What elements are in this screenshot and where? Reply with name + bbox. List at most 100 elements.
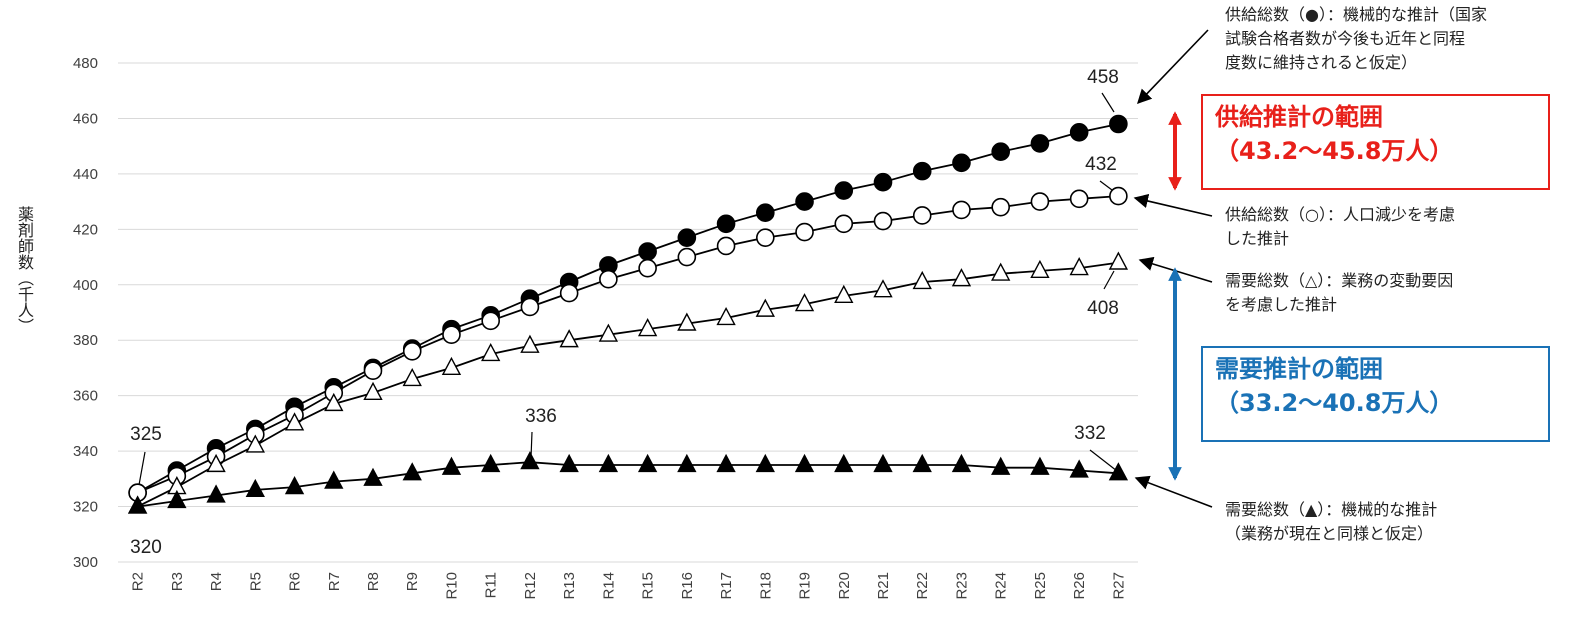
x-tick-label: R10 xyxy=(443,572,460,600)
y-tick-label: 460 xyxy=(73,110,98,127)
series-line xyxy=(137,195,1119,494)
data-point xyxy=(794,293,815,312)
y-tick-label: 380 xyxy=(73,332,98,349)
data-point xyxy=(873,453,893,473)
data-point xyxy=(481,342,501,362)
data-point xyxy=(363,381,383,400)
data-point xyxy=(441,356,462,376)
x-tick-label: R3 xyxy=(169,572,186,591)
data-point xyxy=(245,478,265,498)
data-point xyxy=(716,214,736,234)
data-point xyxy=(402,367,422,387)
data-point xyxy=(991,142,1010,162)
data-point xyxy=(402,342,422,361)
data-point xyxy=(599,269,618,289)
data-point xyxy=(873,279,893,298)
demand-open-note-line: を考慮した推計 xyxy=(1225,295,1338,314)
x-tick-label: R11 xyxy=(483,572,500,598)
data-label: 332 xyxy=(1074,423,1106,444)
series-layer xyxy=(127,114,1129,514)
x-tick-label: R15 xyxy=(640,572,657,600)
demand-open-note: 需要総数（△）：業務の変動要因 を考慮した推計 xyxy=(1225,269,1453,317)
data-point xyxy=(1069,459,1089,478)
data-point xyxy=(637,453,658,473)
y-tick-label: 300 xyxy=(73,554,98,571)
data-point xyxy=(284,476,305,495)
supply-range-box: 供給推計の範囲 （43.2～45.8万人） xyxy=(1201,94,1550,190)
series-line xyxy=(137,461,1119,508)
series-line xyxy=(137,261,1119,508)
data-point xyxy=(1108,251,1129,270)
x-tick-label: R13 xyxy=(561,572,578,600)
data-point xyxy=(952,200,971,220)
demand-filled-note: 需要総数（▲）：機械的な推計 （業務が現在と同様と仮定） xyxy=(1225,498,1437,546)
data-label: 432 xyxy=(1085,154,1117,175)
data-point xyxy=(363,361,383,381)
data-point xyxy=(716,453,736,473)
supply-filled-note: 供給総数（●）：機械的な推計（国家 試験合格者数が今後も近年と同程 度数に維持さ… xyxy=(1225,3,1487,75)
data-point xyxy=(559,453,579,473)
data-point xyxy=(795,222,814,242)
data-point xyxy=(520,297,540,317)
gridlines xyxy=(118,62,1138,563)
data-point xyxy=(637,318,658,337)
data-point xyxy=(795,192,814,211)
data-labels: 325 320 336 332 458 432 408 xyxy=(130,67,1119,558)
data-label: 320 xyxy=(130,537,162,558)
x-tick-label: R20 xyxy=(836,572,853,600)
data-point xyxy=(520,451,540,470)
x-tick-label: R14 xyxy=(600,572,617,600)
data-point xyxy=(677,228,697,247)
data-point xyxy=(324,470,344,489)
x-tick-label: R24 xyxy=(993,572,1010,600)
x-tick-label: R19 xyxy=(797,572,814,600)
x-tick-label: R12 xyxy=(522,572,539,600)
data-point xyxy=(127,495,148,514)
data-label-leader xyxy=(530,431,533,459)
data-label-leader xyxy=(1089,449,1118,472)
x-tick-label: R6 xyxy=(287,572,304,591)
series-supply_filled xyxy=(128,114,1128,502)
data-point xyxy=(912,453,932,473)
data-point xyxy=(991,197,1010,217)
data-point xyxy=(638,242,657,261)
x-tick-label: R16 xyxy=(679,572,696,600)
data-point xyxy=(1069,123,1089,142)
x-tick-label: R2 xyxy=(130,572,147,591)
data-point xyxy=(912,206,932,225)
y-tick-label: 320 xyxy=(73,499,98,516)
data-point xyxy=(442,325,461,344)
data-point xyxy=(951,268,972,287)
x-tick-label: R7 xyxy=(326,572,343,591)
data-point xyxy=(206,484,226,503)
series-demand_filled xyxy=(127,451,1129,514)
data-point xyxy=(677,453,697,473)
data-point xyxy=(991,456,1011,475)
y-axis-label: 薬剤師数（千人） xyxy=(15,206,34,334)
data-label: 458 xyxy=(1087,67,1119,88)
y-tick-label: 400 xyxy=(73,277,98,294)
x-tick-label: R27 xyxy=(1110,572,1127,600)
data-point xyxy=(834,284,854,303)
data-point xyxy=(559,329,579,348)
supply-open-note-line: 供給総数（○）：人口減少を考慮 xyxy=(1225,205,1455,224)
data-point xyxy=(755,298,775,317)
data-point xyxy=(951,453,972,473)
data-label-leader xyxy=(138,451,146,486)
data-point xyxy=(598,453,619,473)
supply-range-value: （43.2～45.8万人） xyxy=(1215,137,1454,165)
data-point xyxy=(481,453,501,473)
data-point xyxy=(559,283,579,303)
data-label: 336 xyxy=(525,406,557,427)
demand-filled-note-line: 需要総数（▲）：機械的な推計 xyxy=(1225,500,1438,519)
data-point xyxy=(716,236,736,256)
data-point xyxy=(1030,134,1050,153)
x-tick-label: R26 xyxy=(1071,572,1088,600)
supply-open-note-arrow xyxy=(1133,193,1213,217)
supply-filled-note-line: 供給総数（●）：機械的な推計（国家 xyxy=(1225,5,1487,24)
demand-range-box: 需要推計の範囲 （33.2～40.8万人） xyxy=(1201,346,1550,442)
data-point xyxy=(991,262,1011,281)
data-point xyxy=(481,311,500,331)
data-point xyxy=(167,489,187,509)
